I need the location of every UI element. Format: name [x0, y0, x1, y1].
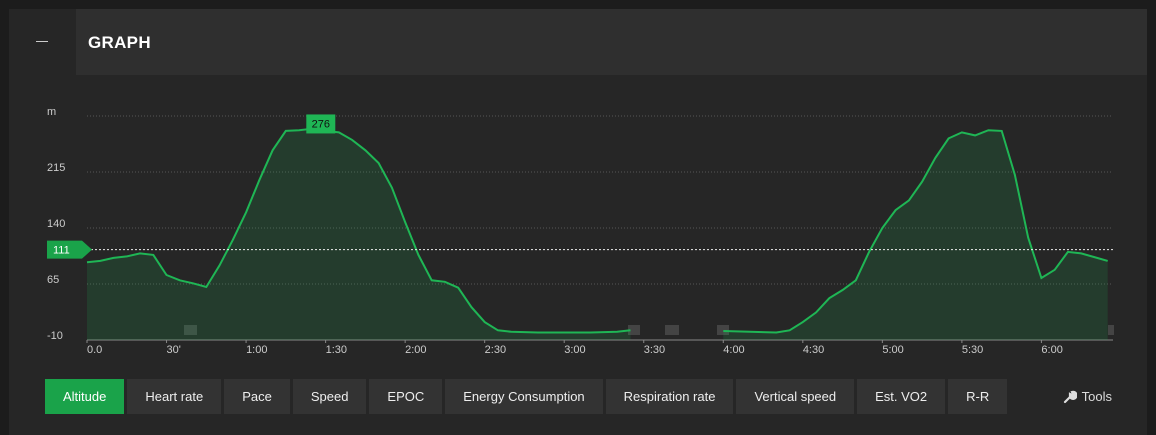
collapse-button[interactable] [9, 9, 76, 75]
chart: -10 65 140 215 m 0.0 30' 1:00 1:30 2:00 2:30 3:00 3:… [47, 106, 1114, 356]
tab-button[interactable]: Respiration rate [605, 379, 734, 414]
area-fill [87, 126, 631, 340]
y-tick-label: 140 [47, 218, 65, 230]
x-tick-label: 1:30 [326, 344, 347, 356]
tab-button[interactable]: Pace [224, 379, 290, 414]
x-tick-label: 0.0 [87, 344, 102, 356]
x-tick-label: 2:00 [405, 344, 426, 356]
y-tick-label: m [47, 106, 56, 118]
altitude-line [723, 129, 1108, 334]
x-tick-label: 4:00 [723, 344, 744, 356]
y-tick-label: 65 [47, 274, 59, 286]
lap-marker [1108, 325, 1114, 335]
tab-button[interactable]: Energy Consumption [445, 379, 603, 414]
x-tick-label: 5:30 [962, 344, 983, 356]
minus-icon [36, 41, 48, 42]
x-tick-label: 1:00 [246, 344, 267, 356]
wrench-icon [1063, 390, 1077, 403]
y-tick-label: -10 [47, 330, 63, 342]
tab-button[interactable]: Speed [292, 379, 367, 414]
tools-button[interactable]: Tools [1063, 379, 1112, 414]
lap-marker [184, 325, 197, 335]
tools-label: Tools [1081, 389, 1112, 404]
panel-header: GRAPH [9, 9, 1147, 75]
reference-tag [47, 240, 92, 259]
tab-bar: Altitude Heart rate Pace Speed EPOC Energy Co… [45, 379, 1008, 414]
x-tick-label: 4:30 [803, 344, 824, 356]
lap-marker [717, 325, 729, 335]
tab-button[interactable]: Altitude [45, 379, 125, 414]
x-tick-label: 5:00 [882, 344, 903, 356]
tab-button[interactable]: Vertical speed [736, 379, 855, 414]
x-tick-label: 3:00 [564, 344, 585, 356]
tab-button[interactable]: EPOC [369, 379, 443, 414]
y-tick-label: 215 [47, 162, 65, 174]
area-fill [723, 130, 1108, 340]
x-tick-label: 2:30 [485, 344, 506, 356]
graph-panel: GRAPH [9, 9, 1147, 435]
lap-marker [665, 325, 679, 335]
reference-label: 111 [53, 245, 70, 257]
panel-title: GRAPH [88, 33, 151, 52]
tab-button[interactable]: Heart rate [127, 379, 222, 414]
tab-button[interactable]: Est. VO2 [857, 379, 946, 414]
tab-button[interactable]: R-R [948, 379, 1008, 414]
lap-marker [628, 325, 640, 335]
x-tick-label: 6:00 [1041, 344, 1062, 356]
peak-label: 276 [312, 118, 330, 130]
peak-tag [306, 114, 336, 134]
x-tick-label: 3:30 [644, 344, 665, 356]
x-tick-label: 30' [167, 344, 181, 356]
